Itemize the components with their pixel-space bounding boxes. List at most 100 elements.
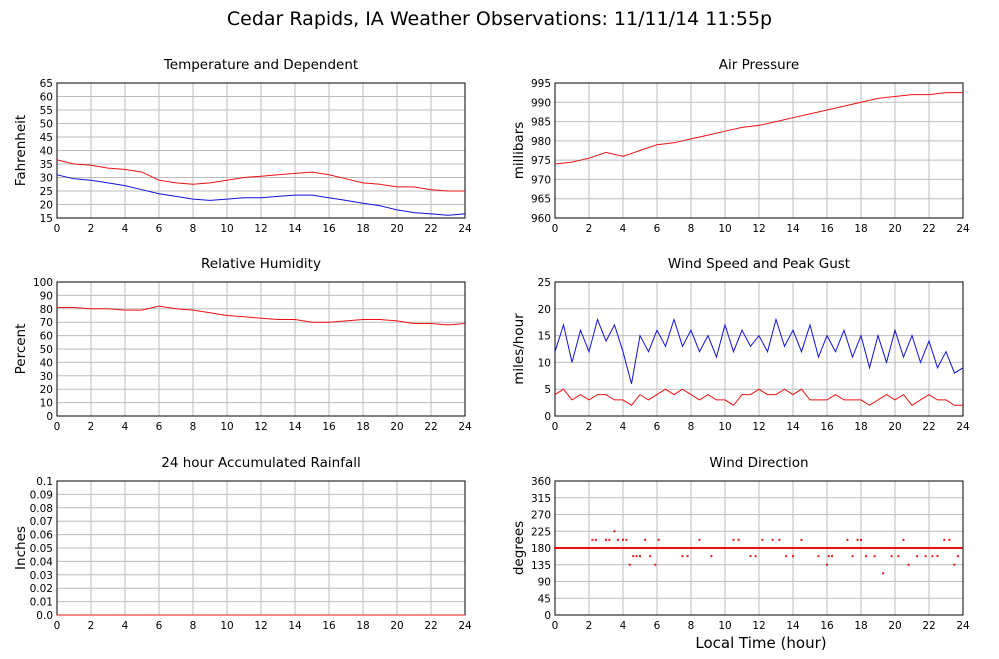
data-point bbox=[929, 547, 932, 549]
y-tick-label: 980 bbox=[531, 136, 551, 148]
data-point bbox=[875, 547, 878, 549]
data-point bbox=[792, 555, 794, 558]
data-point bbox=[598, 547, 601, 549]
data-point bbox=[640, 547, 643, 549]
y-tick-label: 70 bbox=[40, 317, 53, 329]
data-point bbox=[603, 547, 606, 549]
data-point bbox=[606, 547, 609, 549]
data-point bbox=[809, 547, 811, 549]
x-tick-label: 16 bbox=[322, 421, 336, 433]
data-point bbox=[605, 547, 607, 549]
x-tick-label: 2 bbox=[88, 620, 95, 632]
data-point bbox=[865, 547, 868, 549]
data-point bbox=[616, 538, 619, 541]
data-point bbox=[610, 547, 613, 549]
y-tick-label: 10 bbox=[40, 398, 53, 410]
y-tick-label: 40 bbox=[40, 357, 53, 369]
data-point bbox=[647, 547, 650, 549]
x-tick-label: 8 bbox=[190, 421, 197, 433]
y-tick-label: 90 bbox=[538, 577, 551, 589]
data-point bbox=[819, 547, 822, 549]
data-point bbox=[676, 547, 679, 549]
data-point bbox=[846, 538, 849, 541]
data-point bbox=[824, 547, 827, 549]
x-tick-label: 24 bbox=[956, 620, 970, 632]
y-tick-label: 25 bbox=[538, 277, 551, 289]
y-tick-label: 20 bbox=[40, 384, 53, 396]
y-tick-label: 0 bbox=[544, 411, 551, 423]
x-tick-label: 10 bbox=[718, 620, 731, 632]
data-point bbox=[690, 547, 692, 549]
series-line bbox=[554, 92, 963, 165]
data-point bbox=[586, 547, 589, 549]
data-point bbox=[564, 547, 567, 549]
data-point bbox=[669, 547, 672, 549]
data-point bbox=[820, 547, 823, 549]
data-point bbox=[749, 555, 752, 558]
x-tick-label: 18 bbox=[854, 223, 867, 235]
data-point bbox=[599, 547, 602, 549]
data-point bbox=[928, 547, 930, 549]
data-point bbox=[622, 547, 624, 549]
y-tick-label: 55 bbox=[40, 105, 53, 117]
data-point bbox=[701, 547, 704, 549]
data-point bbox=[902, 547, 905, 549]
data-point bbox=[890, 547, 893, 549]
data-point bbox=[734, 547, 737, 549]
y-tick-label: 965 bbox=[531, 194, 551, 206]
data-point bbox=[924, 547, 927, 549]
data-point bbox=[919, 547, 922, 549]
data-point bbox=[562, 547, 565, 549]
x-tick-label: 14 bbox=[288, 620, 302, 632]
data-point bbox=[679, 547, 682, 549]
data-point bbox=[635, 555, 638, 558]
series-line bbox=[56, 174, 466, 216]
data-point bbox=[894, 547, 896, 549]
data-point bbox=[837, 547, 840, 549]
data-point bbox=[773, 547, 776, 549]
data-point bbox=[854, 547, 857, 549]
data-point bbox=[900, 547, 903, 549]
x-tick-label: 16 bbox=[820, 223, 834, 235]
y-tick-label: 0.01 bbox=[30, 597, 53, 609]
x-tick-label: 10 bbox=[220, 620, 233, 632]
data-point bbox=[831, 547, 834, 549]
x-tick-label: 10 bbox=[718, 223, 731, 235]
data-point bbox=[700, 547, 703, 549]
data-point bbox=[839, 547, 842, 549]
y-tick-label: 100 bbox=[33, 277, 53, 289]
y-axis-label: miles/hour bbox=[511, 313, 527, 385]
x-tick-label: 8 bbox=[190, 223, 197, 235]
y-tick-label: 35 bbox=[40, 159, 53, 171]
data-point bbox=[924, 555, 927, 558]
x-tick-label: 4 bbox=[620, 421, 627, 433]
data-point bbox=[950, 547, 953, 549]
data-point bbox=[807, 547, 810, 549]
x-tick-label: 22 bbox=[922, 620, 935, 632]
x-tick-label: 2 bbox=[586, 223, 593, 235]
x-tick-label: 4 bbox=[620, 620, 627, 632]
data-point bbox=[593, 547, 596, 549]
y-tick-label: 60 bbox=[40, 92, 53, 104]
x-tick-label: 12 bbox=[254, 620, 267, 632]
data-point bbox=[732, 547, 735, 549]
data-point bbox=[895, 547, 898, 549]
data-point bbox=[608, 538, 611, 541]
data-point bbox=[751, 547, 754, 549]
data-point bbox=[667, 547, 670, 549]
data-point bbox=[882, 572, 885, 575]
data-point bbox=[858, 547, 861, 549]
data-point bbox=[792, 547, 794, 549]
data-point bbox=[827, 555, 830, 558]
y-tick-label: 30 bbox=[40, 173, 53, 185]
series-line bbox=[57, 305, 466, 326]
data-point bbox=[594, 538, 597, 541]
data-point bbox=[939, 547, 942, 549]
data-point bbox=[810, 547, 813, 549]
data-point bbox=[917, 547, 920, 549]
x-tick-label: 20 bbox=[888, 223, 901, 235]
y-tick-label: 0.07 bbox=[30, 516, 53, 528]
x-axis-label: Local Time (hour) bbox=[695, 634, 827, 652]
data-point bbox=[856, 538, 859, 541]
